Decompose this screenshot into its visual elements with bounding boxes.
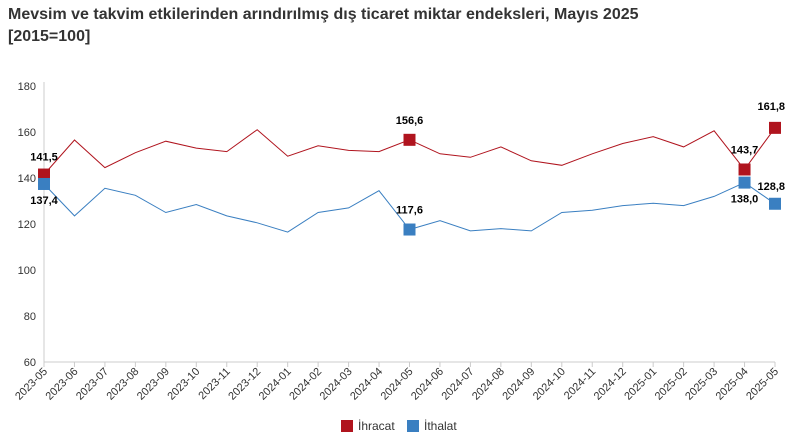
chart-title: Mevsim ve takvim etkilerinden arındırılm… <box>8 4 639 48</box>
data-point-marker <box>738 163 751 176</box>
data-point-marker <box>738 176 751 189</box>
x-tick-label: 2025-03 <box>683 366 720 403</box>
y-tick-label: 160 <box>18 127 36 139</box>
x-tick-label: 2023-09 <box>135 366 172 403</box>
data-point-marker <box>403 223 416 236</box>
x-tick-label: 2023-08 <box>104 366 141 403</box>
y-tick-label: 100 <box>18 265 36 277</box>
legend-swatch <box>407 420 419 432</box>
data-label: 156,6 <box>396 115 424 127</box>
data-label: 143,7 <box>731 144 759 156</box>
x-tick-label: 2024-09 <box>500 366 537 403</box>
x-tick-label: 2025-04 <box>714 366 751 403</box>
x-tick-label: 2025-05 <box>744 366 781 403</box>
y-tick-label: 180 <box>18 81 36 93</box>
y-tick-label: 80 <box>24 311 36 323</box>
data-label: 141,5 <box>30 152 58 164</box>
legend-label: İhracat <box>358 419 395 433</box>
data-point-marker <box>769 121 781 134</box>
data-point-marker <box>403 133 416 146</box>
x-tick-label: 2024-06 <box>409 366 446 403</box>
x-tick-label: 2024-03 <box>318 366 355 403</box>
data-label: 161,8 <box>757 101 785 113</box>
x-tick-label: 2024-01 <box>257 366 294 403</box>
data-label: 138,0 <box>731 194 759 206</box>
x-tick-label: 2024-04 <box>348 366 385 403</box>
x-tick-label: 2023-10 <box>165 366 202 403</box>
x-tick-label: 2025-02 <box>653 366 690 403</box>
x-tick-label: 2024-10 <box>531 366 568 403</box>
legend-swatch <box>341 420 353 432</box>
legend-label: İthalat <box>424 419 457 433</box>
x-tick-label: 2025-01 <box>622 366 659 403</box>
x-tick-label: 2023-12 <box>226 366 263 403</box>
x-tick-label: 2023-05 <box>13 366 50 403</box>
x-tick-label: 2024-12 <box>592 366 629 403</box>
x-tick-label: 2024-05 <box>379 366 416 403</box>
x-tick-label: 2023-06 <box>44 366 81 403</box>
data-label: 128,8 <box>757 181 785 193</box>
data-point-marker <box>38 168 50 181</box>
x-tick-label: 2024-08 <box>470 366 507 403</box>
chart-title-line1: Mevsim ve takvim etkilerinden arındırılm… <box>8 6 639 23</box>
chart-title-line2: [2015=100] <box>8 28 91 45</box>
y-tick-label: 60 <box>24 357 36 369</box>
y-tick-label: 140 <box>18 173 36 185</box>
data-point-marker <box>38 177 50 190</box>
x-tick-label: 2024-02 <box>287 366 324 403</box>
data-label: 117,6 <box>396 205 423 217</box>
data-point-marker <box>769 197 781 210</box>
x-tick-label: 2023-07 <box>74 366 111 403</box>
data-label: 137,4 <box>30 195 58 207</box>
y-tick-label: 120 <box>18 219 36 231</box>
x-tick-label: 2024-07 <box>440 366 477 403</box>
